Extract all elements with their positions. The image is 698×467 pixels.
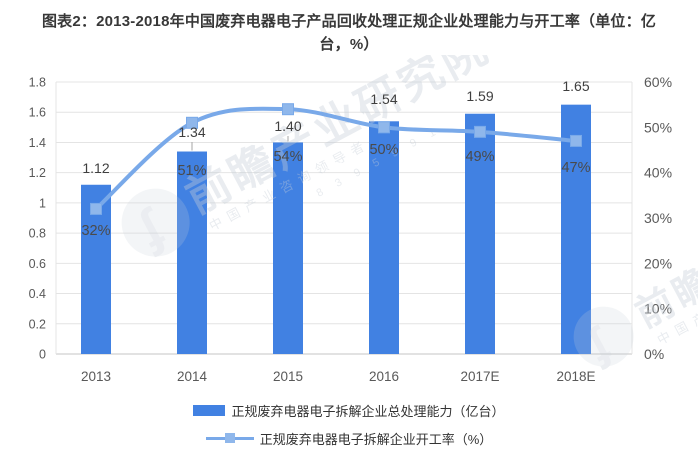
bar-value-label: 1.59 — [466, 88, 493, 104]
x-axis-label: 2016 — [369, 369, 399, 384]
bar-value-label: 1.54 — [370, 91, 397, 107]
line-marker-2014 — [186, 116, 198, 129]
x-axis-label: 2017E — [460, 369, 499, 384]
bar-2014 — [177, 151, 207, 354]
right-axis-tick: 50% — [644, 119, 672, 135]
right-axis-tick: 30% — [644, 210, 672, 226]
right-axis-tick: 10% — [644, 301, 672, 317]
right-axis-tick: 0% — [644, 346, 664, 362]
line-marker-2018E — [570, 134, 582, 147]
combo-chart-canvas: 1.8 1.6 1.4 1.2 1 0.8 0.6 0.4 0.2 0 60% 50% 40% 30% 20… — [29, 55, 698, 384]
svg-text:前瞻产业研究院: 前瞻产业研究院 — [629, 161, 698, 336]
line-pct-label: 49% — [465, 149, 494, 165]
line-series-swatch-icon — [205, 432, 254, 444]
x-axis-label: 2018E — [556, 369, 595, 384]
left-axis-tick: 1 — [39, 196, 46, 210]
left-axis-tick: 1.2 — [29, 166, 46, 180]
line-pct-label: 50% — [369, 142, 398, 158]
left-axis-tick: 1.6 — [29, 106, 46, 120]
bar-value-label: 1.34 — [178, 124, 205, 140]
bar-2017E — [465, 113, 495, 354]
line-pct-label: 47% — [561, 160, 590, 176]
legend-label-utilization: 正规废弃电器电子拆解企业开工率（%） — [259, 431, 493, 447]
chart-title: 图表2：2013-2018年中国废弃电器电子产品回收处理正规企业处理能力与开工率… — [0, 10, 698, 56]
left-axis-tick: 0.6 — [29, 257, 46, 271]
line-marker-2013 — [90, 202, 102, 215]
line-pct-label: 32% — [81, 223, 110, 239]
right-axis-tick: 60% — [644, 74, 672, 90]
right-axis-tick: 40% — [644, 165, 672, 181]
line-marker-2017E — [474, 125, 486, 138]
line-pct-label: 54% — [273, 149, 302, 165]
legend-item-capacity: 正规废弃电器电子拆解企业总处理能力（亿台） — [193, 396, 505, 424]
chart-title-text: 图表2：2013-2018年中国废弃电器电子产品回收处理正规企业处理能力与开工率… — [41, 13, 657, 53]
left-axis-tick: 0 — [39, 348, 46, 362]
left-axis-tick: 0.2 — [29, 317, 46, 331]
bar-value-label: 1.65 — [562, 78, 589, 94]
bar-2016 — [369, 121, 399, 355]
bar-2015 — [273, 142, 303, 354]
bar-value-label: 1.12 — [82, 160, 109, 176]
legend-label-capacity: 正规废弃电器电子拆解企业总处理能力（亿台） — [231, 403, 505, 419]
x-axis-label: 2013 — [81, 369, 111, 384]
chart-legend: 正规废弃电器电子拆解企业总处理能力（亿台） 正规废弃电器电子拆解企业开工率（%） — [0, 396, 698, 452]
legend-item-utilization: 正规废弃电器电子拆解企业开工率（%） — [205, 424, 493, 452]
left-axis-tick: 1.4 — [29, 136, 46, 150]
line-marker-2015 — [282, 103, 294, 116]
left-axis-tick: 1.8 — [29, 76, 46, 90]
x-axis-label: 2015 — [273, 369, 303, 384]
bar-value-label: 1.40 — [274, 118, 301, 134]
left-axis-tick: 0.4 — [29, 287, 46, 301]
svg-text:前瞻产业研究院: 前瞻产业研究院 — [178, 55, 498, 223]
bar-series-swatch-icon — [193, 404, 226, 416]
left-axis-tick: 0.8 — [29, 227, 46, 241]
x-axis-label: 2014 — [177, 369, 208, 384]
line-marker-2016 — [378, 121, 390, 134]
line-pct-label: 51% — [177, 163, 206, 179]
right-axis-tick: 20% — [644, 255, 672, 271]
